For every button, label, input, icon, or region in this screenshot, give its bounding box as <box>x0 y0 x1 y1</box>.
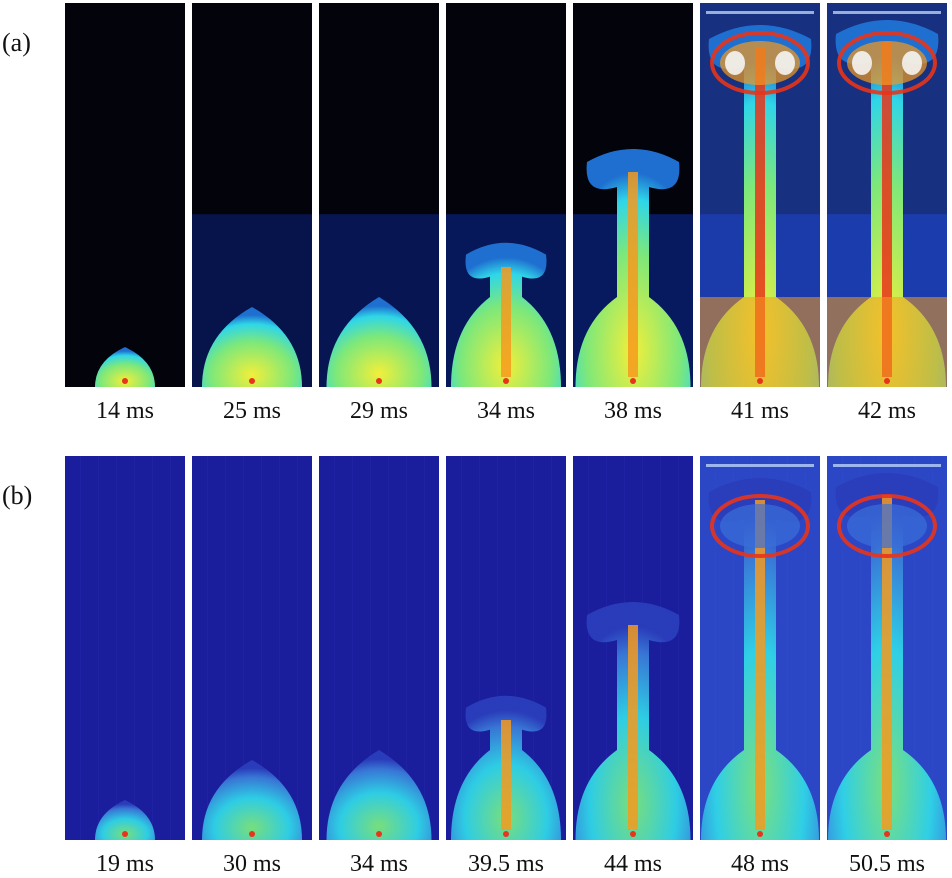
time-label: 39.5 ms <box>467 851 544 877</box>
time-label: 41 ms <box>730 398 789 424</box>
time-label: 44 ms <box>603 851 662 877</box>
time-label: 29 ms <box>349 398 408 424</box>
time-label: 38 ms <box>603 398 662 424</box>
plume-image-b-4 <box>446 456 566 840</box>
plume-image-a-7 <box>827 3 947 387</box>
plume-image-a-2 <box>192 3 312 387</box>
time-label: 34 ms <box>476 398 535 424</box>
time-label: 34 ms <box>349 851 408 877</box>
plume-image-b-7 <box>827 456 947 840</box>
plume-image-a-1 <box>65 3 185 387</box>
time-label: 42 ms <box>857 398 916 424</box>
plume-image-a-4 <box>446 3 566 387</box>
row-label-a: (a) <box>2 28 31 57</box>
plume-image-a-6 <box>700 3 820 387</box>
plume-image-b-2 <box>192 456 312 840</box>
time-label: 19 ms <box>95 851 154 877</box>
plume-image-a-3 <box>319 3 439 387</box>
plume-image-a-5 <box>573 3 693 387</box>
row-label-b: (b) <box>2 481 33 510</box>
time-label: 50.5 ms <box>848 851 925 877</box>
plume-image-b-5 <box>573 456 693 840</box>
plume-image-b-1 <box>65 456 185 840</box>
plume-image-b-6 <box>700 456 820 840</box>
time-label: 14 ms <box>95 398 154 424</box>
time-label: 25 ms <box>222 398 281 424</box>
time-label: 30 ms <box>222 851 281 877</box>
plume-image-b-3 <box>319 456 439 840</box>
time-label: 48 ms <box>730 851 789 877</box>
